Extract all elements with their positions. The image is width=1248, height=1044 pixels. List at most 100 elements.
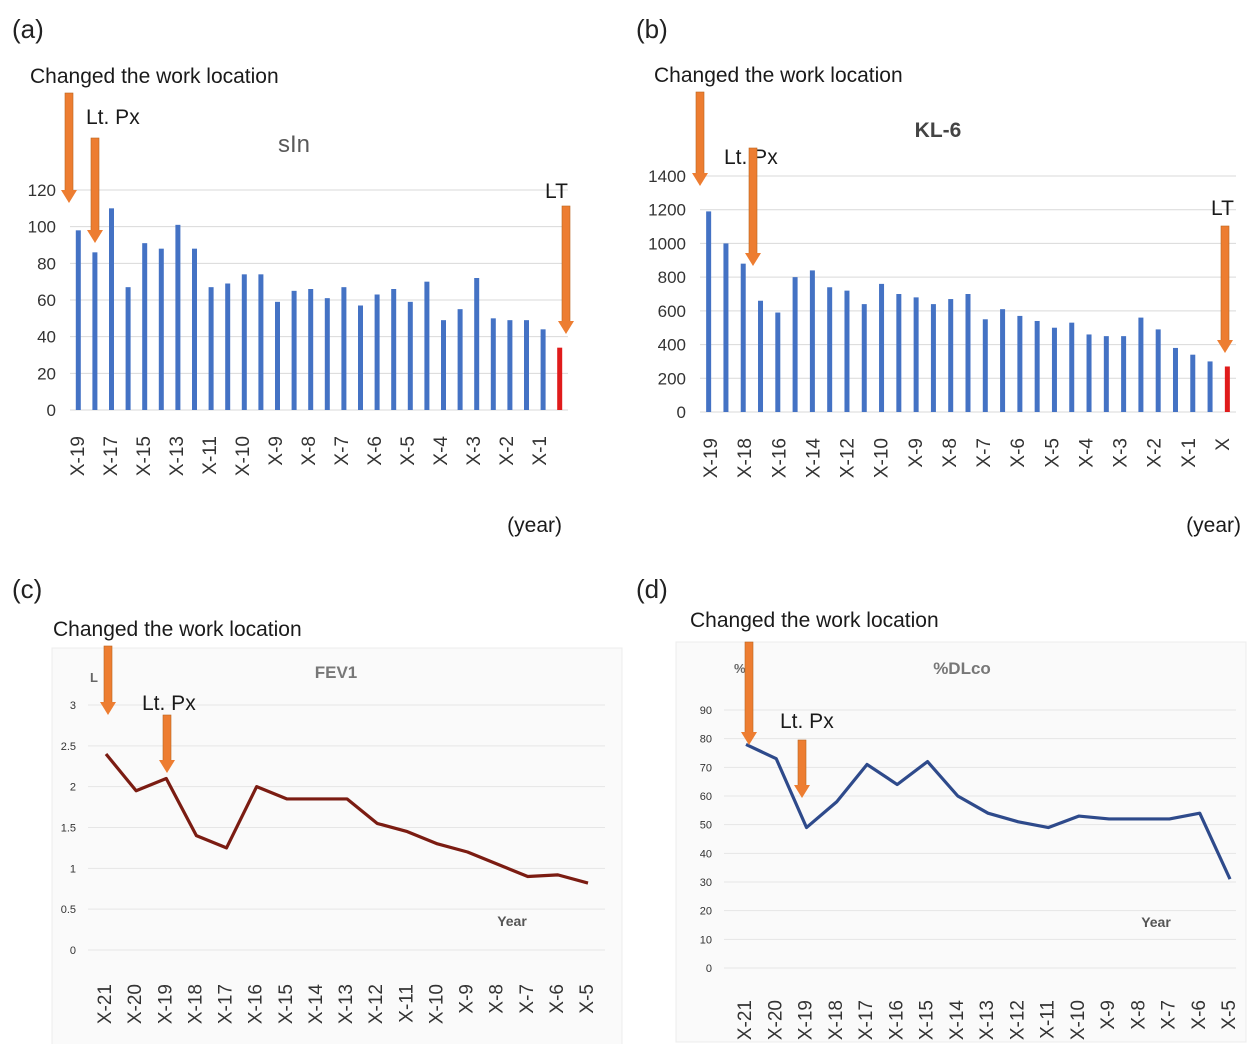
y-tick-label: 60	[700, 791, 712, 803]
y-axis-label: L	[90, 670, 98, 685]
bar	[391, 289, 397, 410]
bar	[775, 312, 781, 412]
arrow-work-location-shaft	[103, 645, 113, 704]
arrow-lt	[558, 205, 574, 334]
bar	[457, 309, 463, 410]
bar	[275, 301, 280, 410]
annotation-work-location: Changed the work location	[654, 64, 903, 87]
bar	[758, 300, 764, 412]
bar	[241, 274, 247, 410]
y-tick-label: 1200	[648, 201, 686, 220]
bar	[740, 263, 746, 412]
y-tick-label: 1400	[648, 167, 686, 186]
x-tick-label: X-10	[233, 436, 254, 476]
arrow-lt-px	[159, 714, 175, 773]
y-tick-label: 3	[70, 700, 76, 712]
bar	[913, 297, 919, 412]
x-tick-label: X-15	[276, 984, 297, 1024]
arrow-lt-px	[745, 147, 761, 266]
bar-current	[1224, 366, 1230, 412]
bar	[374, 294, 380, 410]
bar	[92, 252, 98, 410]
bar	[407, 301, 413, 410]
bar	[524, 320, 529, 410]
annotation-lt-px: Lt. Px	[780, 710, 834, 733]
bar	[1000, 309, 1006, 412]
x-tick-label: X-5	[577, 984, 598, 1014]
arrow-work-location-head	[692, 173, 708, 186]
bar	[1034, 320, 1040, 412]
arrow-lt-shaft	[1220, 225, 1230, 342]
annotation-work-location: Changed the work location	[53, 618, 302, 641]
arrow-work-location	[61, 92, 77, 203]
arrow-work-location-shaft	[695, 91, 705, 175]
x-tick-label: X-4	[431, 436, 452, 466]
x-tick-label: X-19	[155, 984, 176, 1024]
bar	[1069, 322, 1075, 412]
x-axis-label: Year	[497, 913, 527, 929]
arrow-lt-px-shaft	[797, 739, 807, 787]
y-tick-label: 0.5	[61, 904, 76, 916]
panel-c-fev1-chart: (c) 0 0.5 1 1.5 2 2.5 3 X-21 X-20 X-19 X-18 X-17 X-16…	[0, 560, 624, 1044]
y-tick-label: 600	[658, 302, 686, 321]
y-tick-label: 50	[700, 820, 712, 832]
x-tick-label: X-14	[947, 1000, 968, 1041]
y-tick-label: 1	[70, 863, 76, 875]
panel-b-kl6-chart: (b) 0 200 400 600 800 1000 1200 1400 X-19 X-18 X-16…	[624, 0, 1248, 560]
x-tick-label: X-17	[856, 1000, 877, 1040]
y-tick-label: 20	[700, 906, 712, 918]
annotation-work-location: Changed the work location	[30, 65, 279, 88]
bar	[358, 305, 363, 410]
bar	[109, 208, 114, 410]
y-tick-label: 90	[700, 705, 712, 717]
bar	[1190, 354, 1196, 412]
x-axis-label: Year	[1141, 914, 1171, 930]
x-tick-label: X-10	[1068, 1000, 1089, 1040]
x-tick-label: X-18	[735, 438, 756, 478]
x-tick-label: X-17	[101, 436, 122, 476]
bar	[706, 211, 712, 412]
panel-label: (b)	[636, 14, 668, 44]
x-tick-label: X-7	[1159, 1000, 1180, 1030]
x-tick-label: X-8	[940, 438, 961, 468]
chart-title: %DLco	[933, 659, 991, 678]
y-tick-label: 100	[28, 218, 56, 237]
bar	[1207, 361, 1213, 412]
arrow-lt-px	[794, 739, 810, 798]
arrow-work-location-head	[741, 732, 757, 745]
y-tick-label: 0	[706, 963, 712, 975]
chart-background	[675, 641, 1247, 1043]
x-tick-label: X-13	[167, 436, 188, 476]
x-tick-label: X-6	[547, 984, 568, 1014]
bar	[965, 294, 971, 412]
y-tick-label: 10	[700, 934, 712, 946]
bar	[125, 287, 131, 410]
x-tick-label: X-2	[1145, 438, 1166, 468]
panel-d-dlco-chart: (d) 0 10 20 30 40 50 60 70 80 90 X-21 X-20 X-19 X-18 X-…	[624, 560, 1248, 1044]
bar	[1017, 315, 1023, 412]
bar	[175, 224, 181, 410]
y-axis-label: %	[734, 661, 746, 676]
bar	[809, 270, 815, 412]
y-tick-label: 800	[658, 268, 686, 287]
bar	[896, 294, 902, 412]
y-tick-label: 40	[37, 328, 56, 347]
arrow-lt-px-shaft	[162, 714, 172, 762]
y-tick-label: 120	[28, 181, 56, 200]
y-tick-label: 1.5	[61, 823, 76, 835]
x-tick-label: X-20	[125, 984, 146, 1024]
x-tick-label: X-16	[886, 1000, 907, 1040]
arrow-lt-px	[87, 137, 103, 243]
x-tick-label: X-19	[68, 436, 89, 476]
y-tick-label: 200	[658, 369, 686, 388]
x-tick-label: X-9	[457, 984, 478, 1014]
bar	[792, 277, 798, 412]
x-tick-label: X-11	[1038, 1000, 1059, 1039]
bar	[341, 287, 347, 410]
arrow-work-location-head	[61, 190, 77, 203]
x-tick-label: X-9	[266, 436, 287, 466]
x-tick-label: X-6	[1008, 438, 1029, 468]
bar	[441, 320, 446, 410]
kl6-bar-chart: (b) 0 200 400 600 800 1000 1200 1400 X-19 X-18 X-16…	[636, 14, 1241, 537]
bar	[192, 248, 197, 410]
